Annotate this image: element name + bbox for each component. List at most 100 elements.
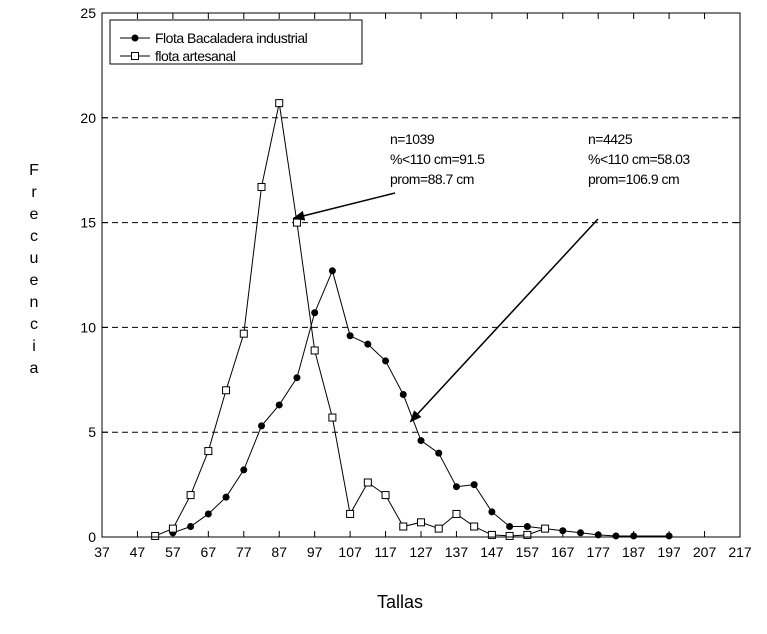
x-tick-label: 197 [657, 544, 681, 560]
x-tick-label: 147 [480, 544, 504, 560]
annotation-1-arrow [292, 192, 396, 221]
x-tick-label: 217 [728, 544, 752, 560]
series-line [154, 103, 546, 537]
x-tick-label: 67 [201, 544, 217, 560]
x-tick-label: 137 [445, 544, 469, 560]
plot-frame [101, 12, 741, 538]
data-point [665, 532, 673, 540]
y-axis-label-letter: a [30, 360, 39, 377]
x-tick-label: 47 [130, 544, 146, 560]
annotation-2-line-2: %<110 cm=58.03 [588, 151, 690, 167]
data-point [328, 267, 336, 275]
data-point [470, 481, 478, 489]
y-axis-label-letter: e [30, 206, 39, 223]
data-point [487, 530, 496, 539]
data-point [346, 332, 354, 340]
data-point [452, 483, 460, 491]
data-point [381, 491, 390, 500]
data-point [417, 518, 425, 527]
grid-lines [102, 117, 740, 433]
x-tick-label: 77 [236, 544, 252, 560]
data-point [577, 529, 584, 537]
series-artesanal [151, 99, 550, 540]
axis-ticks [101, 12, 741, 538]
y-tick-label: 0 [88, 529, 96, 545]
y-axis-label-letter: e [30, 272, 39, 289]
legend-marker-artesanal [131, 52, 139, 60]
y-tick-label: 15 [80, 215, 96, 231]
y-axis-label-letter: F [29, 162, 39, 179]
data-point [222, 493, 230, 501]
annotation-artesanal: n=1039 %<110 cm=91.5 prom=88.7 cm [292, 131, 486, 221]
x-tick-label: 207 [693, 544, 717, 560]
data-point [328, 413, 337, 422]
y-axis-label-letter: r [31, 184, 37, 201]
x-tick-label: 127 [409, 544, 433, 560]
data-point [186, 491, 195, 500]
y-axis-label-letter: c [30, 228, 38, 245]
data-point [559, 527, 567, 535]
x-tick-label: 167 [551, 544, 575, 560]
data-point [187, 523, 195, 531]
data-point [258, 422, 265, 430]
x-tick-label: 97 [307, 544, 323, 560]
x-axis-label: Tallas [377, 592, 423, 612]
data-point [523, 523, 531, 531]
data-point [435, 449, 443, 457]
data-point [434, 524, 443, 533]
data-point [257, 182, 266, 191]
y-tick-label: 25 [80, 5, 96, 21]
y-tick-label: 20 [80, 110, 96, 126]
data-point [399, 522, 408, 531]
x-tick-label: 107 [338, 544, 362, 560]
data-point [505, 531, 514, 540]
y-axis-label-letter: c [30, 316, 38, 333]
y-axis-label-letter: i [32, 338, 36, 355]
data-point [239, 329, 248, 338]
data-point [541, 524, 550, 533]
x-tick-label: 117 [374, 544, 397, 560]
data-point [275, 99, 284, 108]
legend-marker-industrial [131, 34, 139, 42]
data-point [630, 532, 638, 540]
data-point [293, 374, 301, 382]
annotation-industrial: n=4425 %<110 cm=58.03 prom=106.9 cm [409, 131, 691, 423]
data-point [151, 531, 160, 540]
series-line [172, 269, 670, 537]
x-tick-label: 177 [587, 544, 611, 560]
data-point [168, 524, 177, 533]
data-point [488, 508, 496, 516]
legend: Flota Bacaladera industrial flota artesa… [109, 19, 363, 65]
data-point [240, 466, 248, 474]
data-point [417, 437, 425, 445]
series-layer [151, 99, 673, 540]
x-tick-label: 87 [271, 544, 287, 560]
x-tick-label: 57 [165, 544, 181, 560]
data-point [612, 532, 620, 540]
data-point [382, 357, 390, 365]
annotation-2-arrow [409, 218, 599, 423]
data-point [311, 309, 319, 317]
data-point [310, 346, 319, 355]
legend-label-artesanal: flota artesanal [155, 48, 236, 64]
y-tick-label: 5 [88, 424, 96, 440]
data-point [363, 478, 372, 487]
tick-labels: 0 5 10 15 20 25 37 47 57 67 77 87 97 107 117 127 137 147 1… [80, 5, 751, 560]
x-tick-label: 37 [94, 544, 110, 560]
data-point [204, 510, 212, 518]
data-point [506, 523, 514, 531]
data-point [452, 509, 461, 518]
legend-box [109, 19, 363, 65]
data-point [222, 386, 231, 395]
annotation-1-line-3: prom=88.7 cm [390, 171, 474, 187]
annotation-1-line-1: n=1039 [390, 131, 435, 147]
y-tick-label: 10 [80, 319, 96, 335]
data-point [346, 509, 355, 518]
series-industrial [169, 267, 673, 540]
data-point [204, 447, 213, 456]
y-axis-label-letter: n [30, 294, 39, 311]
x-tick-label: 157 [516, 544, 540, 560]
legend-label-industrial: Flota Bacaladera industrial [155, 30, 308, 46]
